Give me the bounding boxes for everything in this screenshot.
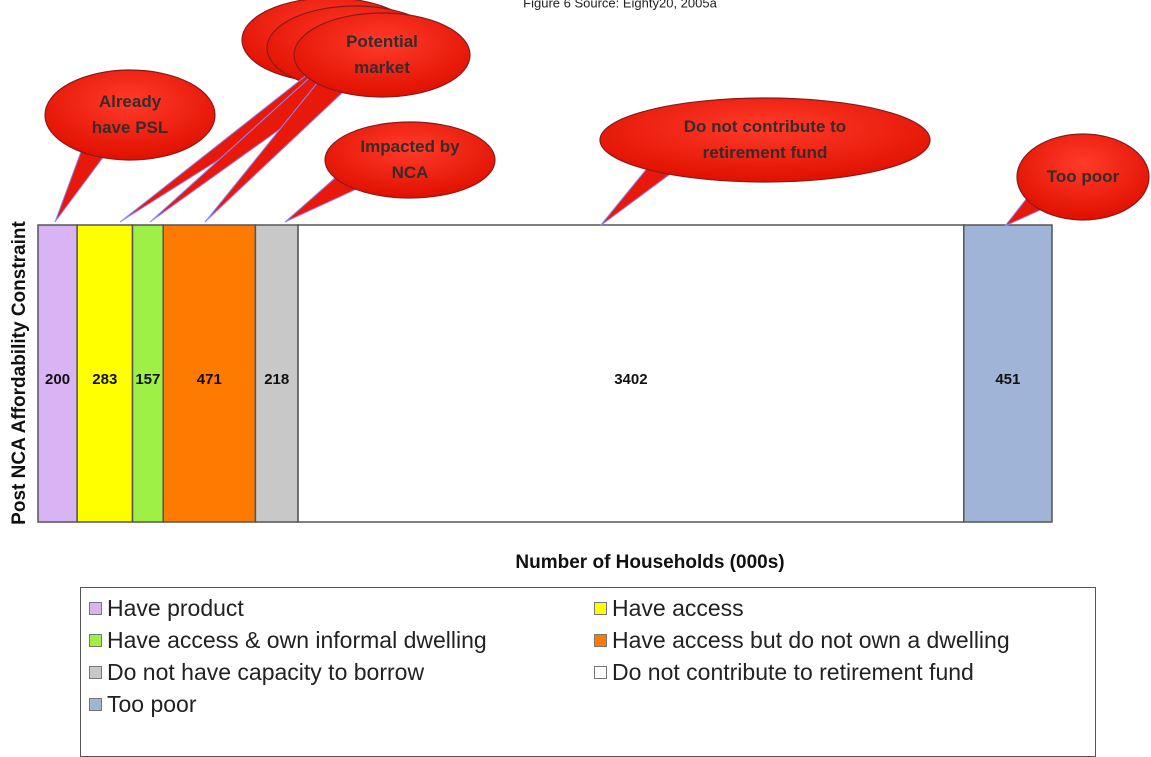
bar-segment	[131, 224, 164, 523]
legend-swatch	[89, 633, 102, 647]
legend-swatch	[594, 601, 607, 615]
value-label: 283	[92, 371, 117, 388]
callout-bubble	[1016, 133, 1150, 221]
callout-text: Already have PSL	[91, 92, 169, 137]
legend-entry: Do not have capacity to borrow	[89, 656, 594, 688]
callout-text: Do not contribute to retirement fund	[683, 117, 847, 162]
bar-segment	[297, 224, 965, 523]
legend-label: Have access & own informal dwelling	[107, 626, 487, 653]
legend-entry: Have product	[89, 592, 594, 624]
legend-entry: Do not contribute to retirement fund	[594, 656, 1099, 688]
callout-bubble	[599, 97, 931, 183]
x-axis-label: Number of Households (000s)	[515, 552, 784, 573]
callout-text: Potential market	[346, 32, 418, 77]
bar-segment	[37, 224, 78, 523]
value-label: 451	[995, 371, 1020, 388]
bar-segment	[254, 224, 299, 523]
legend-label: Have access but do not own a dwelling	[612, 626, 1010, 653]
legend-entry: Have access & own informal dwelling	[89, 624, 594, 656]
value-label: 200	[45, 371, 70, 388]
legend-swatch	[89, 601, 102, 615]
callout-bubble	[44, 69, 216, 161]
legend-swatch	[594, 665, 607, 679]
callout-bubble	[324, 121, 496, 199]
bar-segment	[162, 224, 257, 523]
value-label: 218	[264, 371, 289, 388]
legend-label: Too poor	[107, 690, 197, 717]
legend-swatch	[89, 697, 102, 711]
legend-entry: Too poor	[89, 688, 594, 720]
value-label: 471	[197, 371, 222, 388]
chart-title: Figure 6 Source: Eighty20, 2005a	[523, 0, 717, 10]
callout-text: Impacted by NCA	[360, 137, 460, 182]
legend-swatch	[594, 633, 607, 647]
y-axis-label: Post NCA Affordability Constraint	[9, 221, 30, 525]
legend-entry: Have access but do not own a dwelling	[594, 624, 1099, 656]
callout-bubble	[293, 12, 471, 98]
value-label: 157	[135, 371, 160, 388]
legend-label: Do not have capacity to borrow	[107, 658, 425, 685]
bar-segment	[962, 224, 1053, 523]
callout-text: Too poor	[1046, 167, 1120, 186]
legend-entry: Have access	[594, 592, 1099, 624]
value-label: 3402	[614, 371, 647, 388]
legend-label: Do not contribute to retirement fund	[612, 658, 974, 685]
legend-label: Have product	[107, 594, 244, 621]
bar-segment	[76, 224, 134, 523]
legend-label: Have access	[612, 594, 744, 621]
legend-swatch	[89, 665, 102, 679]
legend: Have product Have access Have access & own…	[80, 587, 1096, 757]
